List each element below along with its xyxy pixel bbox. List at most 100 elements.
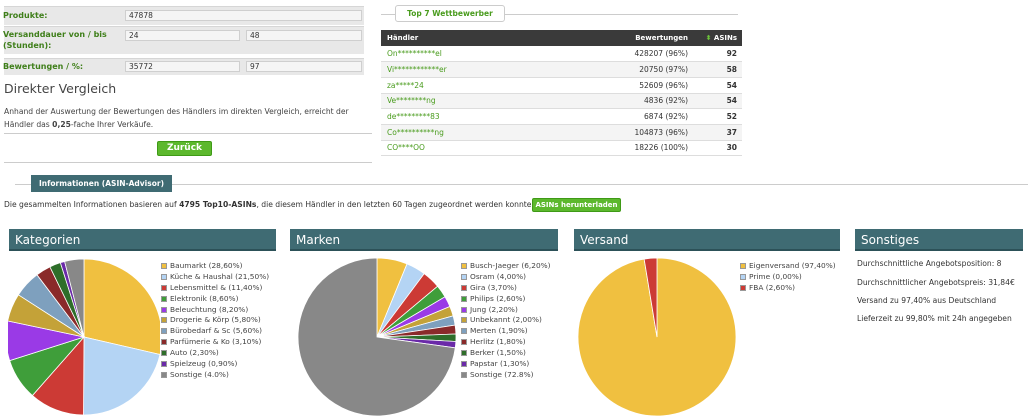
legend-label: Busch-Jaeger (6,20%) (470, 261, 551, 270)
legend-label: Unbekannt (2,00%) (470, 315, 542, 325)
legend-label: Küche & Haushal (21,50%) (170, 271, 270, 281)
sort-icon: ⬍ (705, 34, 712, 42)
legend-label: Jung (2,20%) (470, 304, 518, 314)
asins-cell: 52 (696, 108, 742, 125)
legend-swatch (161, 295, 167, 302)
legend-item: Osram (4,00%) (461, 272, 551, 283)
bewertungen-input[interactable]: 35772 (125, 61, 240, 72)
produkte-input[interactable]: 47878 (125, 10, 362, 21)
bewertungen-cell: 20750 (97%) (541, 61, 696, 78)
info-text: Die gesammelten Informationen basieren a… (4, 200, 539, 209)
legend-swatch (161, 317, 167, 324)
legend-swatch (461, 371, 467, 378)
dauer-label: Versanddauer von / bis (Stunden): (3, 30, 107, 50)
legend-label: Parfümerie & Ko (3,10%) (170, 337, 262, 347)
bewertungen-pct-input[interactable]: 97 (246, 61, 362, 72)
asins-cell: 30 (696, 140, 742, 157)
legend-item: Auto (2,30%) (161, 348, 269, 359)
sonstiges-line: Lieferzeit zu 99,80% mit 24h angegeben (857, 314, 1012, 323)
download-asins-button[interactable]: ASINs herunterladen (532, 198, 621, 212)
haendler-cell[interactable]: CO****OO (381, 140, 541, 157)
divider-left-bottom (4, 162, 372, 163)
direct-heading: Direkter Vergleich (4, 81, 117, 96)
legend-item: Merten (1,90%) (461, 326, 551, 337)
back-button[interactable]: Zurück (157, 141, 212, 156)
versand-legend: Eigenversand (97,40%) Prime (0,00%) FBA (2… (740, 261, 836, 294)
legend-item: Busch-Jaeger (6,20%) (461, 261, 551, 272)
col-bewertungen[interactable]: Bewertungen (541, 30, 696, 46)
haendler-cell[interactable]: On**********el (381, 46, 541, 63)
tab-info[interactable]: Informationen (ASIN-Advisor) (31, 175, 172, 192)
info-rule-left (15, 184, 31, 185)
legend-label: Berker (1,50%) (470, 348, 526, 358)
legend-item: Herlitz (1,80%) (461, 337, 551, 348)
legend-label: Eigenversand (97,40%) (749, 261, 836, 270)
legend-label: Sonstige (72.8%) (470, 369, 534, 379)
bewertungen-cell: 428207 (96%) (541, 46, 696, 63)
legend-swatch (461, 263, 467, 269)
dauer-to-input[interactable]: 48 (246, 30, 362, 41)
legend-swatch (161, 328, 167, 335)
marken-legend: Busch-Jaeger (6,20%) Osram (4,00%) Gira (3… (461, 261, 551, 381)
sonstiges-header: Sonstiges (855, 229, 1023, 251)
kategorien-slice-1 (83, 336, 160, 416)
divider-direct (4, 133, 372, 134)
kategorien-legend: Baumarkt (28,60%) Küche & Haushal (21,50%… (161, 261, 269, 381)
top7-rule-right (505, 14, 738, 15)
legend-item: Spielzeug (0,90%) (161, 359, 269, 370)
legend-swatch (461, 339, 467, 346)
legend-label: Baumarkt (28,60%) (170, 261, 243, 270)
legend-label: Merten (1,90%) (470, 326, 528, 336)
legend-label: Lebensmittel & (11,40%) (170, 282, 263, 292)
bewertungen-cell: 52609 (96%) (541, 77, 696, 94)
top7-rule-left (381, 14, 395, 15)
table-row[interactable]: de*********83 6874 (92%) 52 (381, 108, 742, 125)
legend-item: Prime (0,00%) (740, 272, 836, 283)
tab-top7[interactable]: Top 7 Wettbewerber (395, 5, 505, 22)
haendler-cell[interactable]: Ve********ng (381, 93, 541, 110)
table-row[interactable]: Vi************er 20750 (97%) 58 (381, 61, 742, 78)
legend-item: Beleuchtung (8,20%) (161, 305, 269, 316)
legend-swatch (461, 328, 467, 335)
haendler-cell[interactable]: de*********83 (381, 108, 541, 125)
legend-swatch (740, 263, 746, 269)
legend-item: Sonstige (4.0%) (161, 370, 269, 381)
legend-label: Bürobedarf & Sc (5,60%) (170, 326, 263, 336)
table-row[interactable]: za*****24 52609 (96%) 54 (381, 77, 742, 94)
dauer-from-input[interactable]: 24 (125, 30, 240, 41)
marken-slice-10 (298, 258, 456, 416)
legend-item: Gira (3,70%) (461, 283, 551, 294)
haendler-cell[interactable]: Vi************er (381, 61, 541, 78)
versand-slice-2 (643, 258, 658, 338)
sonstiges-line: Versand zu 97,40% aus Deutschland (857, 296, 997, 305)
direct-text: Anhand der Auswertung der Bewertungen de… (4, 107, 349, 129)
haendler-cell[interactable]: za*****24 (381, 77, 541, 94)
legend-swatch (740, 284, 746, 291)
kategorien-slice-4 (8, 320, 86, 362)
legend-swatch (461, 295, 467, 302)
kategorien-slice-0 (83, 258, 160, 355)
produkte-label: Produkte: (3, 11, 48, 20)
info-rule-right (172, 184, 1028, 185)
asins-cell: 92 (696, 46, 742, 63)
versand-header: Versand (574, 229, 840, 251)
legend-swatch (161, 284, 167, 291)
col-haendler[interactable]: Händler (381, 30, 541, 46)
legend-item: FBA (2,60%) (740, 283, 836, 294)
haendler-cell[interactable]: Co**********ng (381, 124, 541, 141)
table-row[interactable]: Co**********ng 104873 (96%) 37 (381, 124, 742, 141)
legend-item: Lebensmittel & (11,40%) (161, 283, 269, 294)
versand-pie (578, 258, 736, 416)
asins-cell: 54 (696, 93, 742, 110)
legend-label: Elektronik (8,60%) (170, 293, 239, 303)
legend-item: Küche & Haushal (21,50%) (161, 272, 269, 283)
legend-label: Herlitz (1,80%) (470, 337, 526, 347)
legend-item: Bürobedarf & Sc (5,60%) (161, 326, 269, 337)
asins-cell: 54 (696, 77, 742, 94)
table-row[interactable]: CO****OO 18226 (100%) 30 (381, 140, 742, 157)
col-asins[interactable]: ⬍ ASINs (696, 30, 742, 46)
table-row[interactable]: On**********el 428207 (96%) 92 (381, 46, 742, 63)
legend-label: Gira (3,70%) (470, 282, 517, 292)
table-row[interactable]: Ve********ng 4836 (92%) 54 (381, 93, 742, 110)
legend-item: Philips (2,60%) (461, 294, 551, 305)
